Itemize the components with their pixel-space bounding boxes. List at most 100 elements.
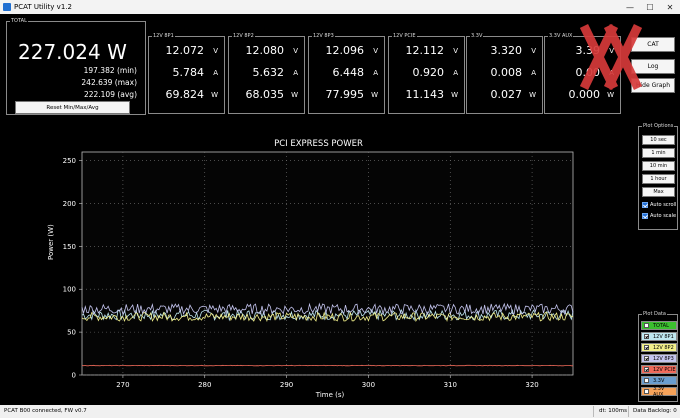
checkbox-checked-icon[interactable] xyxy=(644,367,649,372)
rail-watts-unit: W xyxy=(607,91,614,99)
rail-watts-row: 68.035 W xyxy=(229,88,304,102)
rail-label: 3.3V xyxy=(470,31,484,41)
plot-data-item[interactable]: TOTAL xyxy=(641,321,677,330)
rail-amps-value: 0.920 xyxy=(412,66,445,79)
close-button[interactable]: ✕ xyxy=(666,2,674,12)
rail-volts-row: 12.096 V xyxy=(309,44,384,58)
total-max: 242.639 (max) xyxy=(81,78,137,87)
checkbox-empty-icon[interactable] xyxy=(644,378,649,383)
auto-scale-checkbox[interactable]: Auto scale xyxy=(642,213,676,219)
rail-amps-value: 6.448 xyxy=(332,66,365,79)
rail-group: 12V 8P2 12.080 V 5.632 A 68.035 W xyxy=(228,31,305,114)
range-1min-button[interactable]: 1 min xyxy=(642,148,675,158)
rail-watts-row: 69.824 W xyxy=(149,88,224,102)
checkbox-empty-icon[interactable] xyxy=(644,389,649,394)
rail-amps-value: 0.008 xyxy=(490,66,523,79)
y-tick-label: 200 xyxy=(63,200,76,208)
series-line xyxy=(81,302,574,316)
total-avg: 222.109 (avg) xyxy=(83,90,137,99)
x-axis-label: Time (s) xyxy=(315,391,345,399)
total-power: 227.024 W xyxy=(18,40,127,64)
connection-status: PCAT B00 connected, FW v0.7 xyxy=(4,408,87,414)
rail-watts-value: 69.824 xyxy=(165,88,205,101)
rail-amps-row: 5.632 A xyxy=(229,66,304,80)
plot-options-label: Plot Options xyxy=(642,121,675,131)
rail-label: 3.3V AUX xyxy=(548,31,574,41)
plot-data-item-label: 12V 8P2 xyxy=(653,344,674,351)
window-title: PCAT Utility v1.2 xyxy=(14,3,72,11)
reset-minmaxavg-button[interactable]: Reset Min/Max/Avg xyxy=(15,101,130,114)
y-tick-label: 150 xyxy=(63,243,76,251)
total-group: TOTAL 227.024 W 197.382 (min) 242.639 (m… xyxy=(6,16,146,115)
watermark-logo xyxy=(580,24,642,90)
cat-button[interactable]: CAT xyxy=(631,37,675,52)
rail-volts-row: 12.112 V xyxy=(389,44,464,58)
range-max-button[interactable]: Max xyxy=(642,187,675,197)
plot-data-item-label: 12V 8P3 xyxy=(653,355,674,362)
rail-watts-row: 0.027 W xyxy=(467,88,542,102)
maximize-button[interactable]: ☐ xyxy=(646,2,654,12)
rail-watts-value: 0.027 xyxy=(490,88,523,101)
x-tick-label: 310 xyxy=(444,381,457,389)
rail-amps-row: 6.448 A xyxy=(309,66,384,80)
total-min: 197.382 (min) xyxy=(83,66,137,75)
hide-graph-button[interactable]: Hide Graph xyxy=(631,78,675,93)
minimize-button[interactable]: — xyxy=(626,2,634,12)
title-bar: PCAT Utility v1.2 — ☐ ✕ xyxy=(0,0,680,14)
x-tick-label: 300 xyxy=(362,381,375,389)
rail-watts-unit: W xyxy=(451,91,458,99)
rail-label: 12V 8P2 xyxy=(232,31,255,41)
rail-watts-unit: W xyxy=(529,91,536,99)
total-label: TOTAL xyxy=(10,16,28,26)
checkbox-checked-icon[interactable] xyxy=(644,334,649,339)
range-10min-button[interactable]: 10 min xyxy=(642,161,675,171)
rail-watts-value: 11.143 xyxy=(405,88,445,101)
rail-volts-row: 3.320 V xyxy=(467,44,542,58)
auto-scroll-checkbox[interactable]: Auto scroll xyxy=(642,202,676,208)
plot-options-group: Plot Options 10 sec 1 min 10 min 1 hour … xyxy=(638,121,678,230)
rail-label: 12V 8P1 xyxy=(152,31,175,41)
plot-data-item[interactable]: 3.3V xyxy=(641,376,677,385)
auto-scale-label: Auto scale xyxy=(650,213,677,219)
data-backlog: Data Backlog: 0 xyxy=(633,408,677,414)
range-10sec-button[interactable]: 10 sec xyxy=(642,135,675,145)
checkbox-checked-icon[interactable] xyxy=(644,356,649,361)
x-tick-label: 270 xyxy=(116,381,129,389)
checkbox-checked-icon[interactable] xyxy=(644,345,649,350)
plot-data-item[interactable]: 12V PCIE xyxy=(641,365,677,374)
rail-volts-row: 12.072 V xyxy=(149,44,224,58)
x-tick-label: 320 xyxy=(525,381,538,389)
range-1hour-button[interactable]: 1 hour xyxy=(642,174,675,184)
rail-amps-unit: A xyxy=(531,69,536,77)
plot-data-item-label: 12V PCIE xyxy=(653,366,676,373)
log-button[interactable]: Log xyxy=(631,59,675,74)
y-tick-label: 100 xyxy=(63,286,76,294)
y-axis-label: Power (W) xyxy=(47,224,55,260)
app-icon xyxy=(3,3,11,11)
rail-watts-value: 77.995 xyxy=(325,88,365,101)
plot-data-item-label: 3.3V AUX xyxy=(652,385,665,398)
plot-data-label: Plot Data xyxy=(642,309,667,319)
plot-data-item[interactable]: 12V 8P2 xyxy=(641,343,677,352)
checkbox-empty-icon[interactable] xyxy=(644,323,649,328)
status-separator xyxy=(593,406,594,417)
x-tick-label: 290 xyxy=(280,381,293,389)
plot-data-item[interactable]: 3.3V AUX xyxy=(641,385,677,398)
rail-watts-row: 11.143 W xyxy=(389,88,464,102)
rail-volts-unit: V xyxy=(453,47,458,55)
rail-volts-value: 12.072 xyxy=(165,44,205,57)
rail-volts-value: 3.320 xyxy=(490,44,523,57)
sample-interval: dt: 100ms xyxy=(599,408,627,414)
plot-area: 270 280 290 300 310 320 0 50 100 150 200 250 PCI EX… xyxy=(0,117,637,405)
rail-watts-value: 0.000 xyxy=(568,88,601,101)
rail-amps-row: 0.008 A xyxy=(467,66,542,80)
plot-data-item-label: TOTAL xyxy=(653,322,669,329)
chart-title: PCI EXPRESS POWER xyxy=(274,139,363,149)
series-line xyxy=(81,311,574,323)
plot-data-group: Plot Data TOTAL 12V 8P1 12V 8P2 12V 8P3 12V … xyxy=(638,309,678,402)
series-line xyxy=(81,364,573,367)
rail-volts-unit: V xyxy=(293,47,298,55)
plot-data-item[interactable]: 12V 8P1 xyxy=(641,332,677,341)
rail-volts-value: 12.080 xyxy=(245,44,285,57)
plot-data-item[interactable]: 12V 8P3 xyxy=(641,354,677,363)
